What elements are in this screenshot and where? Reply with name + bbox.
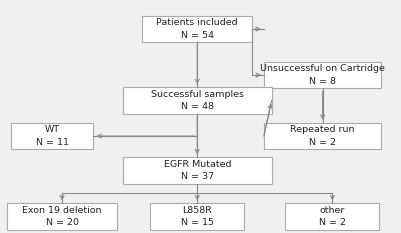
Text: EGFR Mutated
N = 37: EGFR Mutated N = 37 xyxy=(164,160,231,181)
Text: WT
N = 11: WT N = 11 xyxy=(36,125,69,147)
Bar xyxy=(286,203,379,230)
Bar xyxy=(11,123,93,149)
Bar xyxy=(123,87,272,114)
Bar xyxy=(150,203,244,230)
Text: Repeated run
N = 2: Repeated run N = 2 xyxy=(290,125,355,147)
Bar xyxy=(264,62,381,88)
Text: Exon 19 deletion
N = 20: Exon 19 deletion N = 20 xyxy=(22,206,102,227)
Bar xyxy=(142,16,252,42)
Text: other
N = 2: other N = 2 xyxy=(319,206,346,227)
Text: L858R
N = 15: L858R N = 15 xyxy=(181,206,214,227)
Bar xyxy=(7,203,117,230)
Bar xyxy=(123,157,272,184)
Text: Unsuccessful on Cartridge
N = 8: Unsuccessful on Cartridge N = 8 xyxy=(260,64,385,86)
Text: Patients included
N = 54: Patients included N = 54 xyxy=(156,18,238,40)
Bar xyxy=(264,123,381,149)
Text: Successful samples
N = 48: Successful samples N = 48 xyxy=(151,90,244,111)
